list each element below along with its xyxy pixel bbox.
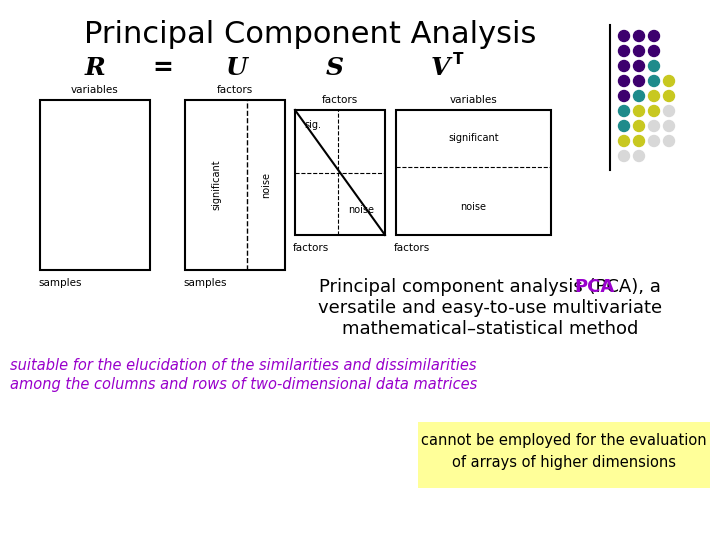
Text: PCA: PCA (574, 278, 614, 296)
Text: V: V (431, 56, 450, 80)
Circle shape (618, 151, 629, 161)
Text: variables: variables (449, 95, 498, 105)
Text: suitable for the elucidation of the similarities and dissimilarities: suitable for the elucidation of the simi… (10, 357, 477, 373)
Text: factors: factors (293, 243, 329, 253)
Circle shape (634, 120, 644, 132)
Circle shape (649, 30, 660, 42)
Circle shape (664, 136, 675, 146)
Text: of arrays of higher dimensions: of arrays of higher dimensions (452, 455, 676, 469)
Circle shape (634, 105, 644, 117)
Bar (418, 422, 710, 488)
Circle shape (649, 120, 660, 132)
Circle shape (649, 105, 660, 117)
Text: factors: factors (217, 85, 253, 95)
Text: cannot be employed for the evaluation: cannot be employed for the evaluation (421, 433, 707, 448)
Circle shape (634, 76, 644, 86)
Circle shape (649, 60, 660, 71)
Text: variables: variables (71, 85, 119, 95)
Circle shape (649, 136, 660, 146)
Text: sig.: sig. (305, 120, 322, 130)
Text: samples: samples (183, 278, 227, 288)
Text: S: S (326, 56, 344, 80)
Text: Principal Component Analysis: Principal Component Analysis (84, 20, 536, 49)
Circle shape (634, 91, 644, 102)
Circle shape (618, 76, 629, 86)
Text: among the columns and rows of two-dimensional data matrices: among the columns and rows of two-dimens… (10, 376, 477, 392)
Circle shape (664, 105, 675, 117)
Circle shape (634, 151, 644, 161)
Circle shape (634, 45, 644, 57)
Text: mathematical–statistical method: mathematical–statistical method (342, 320, 638, 338)
Text: noise: noise (261, 172, 271, 198)
Circle shape (634, 136, 644, 146)
Circle shape (649, 45, 660, 57)
Text: significant: significant (448, 133, 499, 143)
Text: T: T (453, 52, 464, 68)
Circle shape (618, 45, 629, 57)
Circle shape (618, 91, 629, 102)
Text: noise: noise (348, 205, 374, 215)
Circle shape (664, 91, 675, 102)
Circle shape (634, 60, 644, 71)
Bar (185, 100, 285, 270)
Circle shape (618, 120, 629, 132)
Circle shape (664, 76, 675, 86)
Text: R: R (85, 56, 105, 80)
Text: Principal component analysis (PCA), a: Principal component analysis (PCA), a (319, 278, 661, 296)
Text: versatile and easy-to-use multivariate: versatile and easy-to-use multivariate (318, 299, 662, 317)
Circle shape (618, 136, 629, 146)
Bar (40, 100, 150, 270)
Circle shape (634, 30, 644, 42)
Circle shape (664, 120, 675, 132)
Circle shape (618, 30, 629, 42)
Text: noise: noise (461, 202, 487, 212)
Text: significant: significant (211, 160, 221, 210)
Text: samples: samples (38, 278, 81, 288)
Text: U: U (226, 56, 248, 80)
Text: factors: factors (322, 95, 358, 105)
Circle shape (649, 76, 660, 86)
Bar (396, 110, 551, 235)
Text: =: = (153, 56, 174, 80)
Circle shape (618, 60, 629, 71)
Bar (295, 110, 385, 235)
Circle shape (649, 91, 660, 102)
Text: factors: factors (394, 243, 431, 253)
Circle shape (618, 105, 629, 117)
